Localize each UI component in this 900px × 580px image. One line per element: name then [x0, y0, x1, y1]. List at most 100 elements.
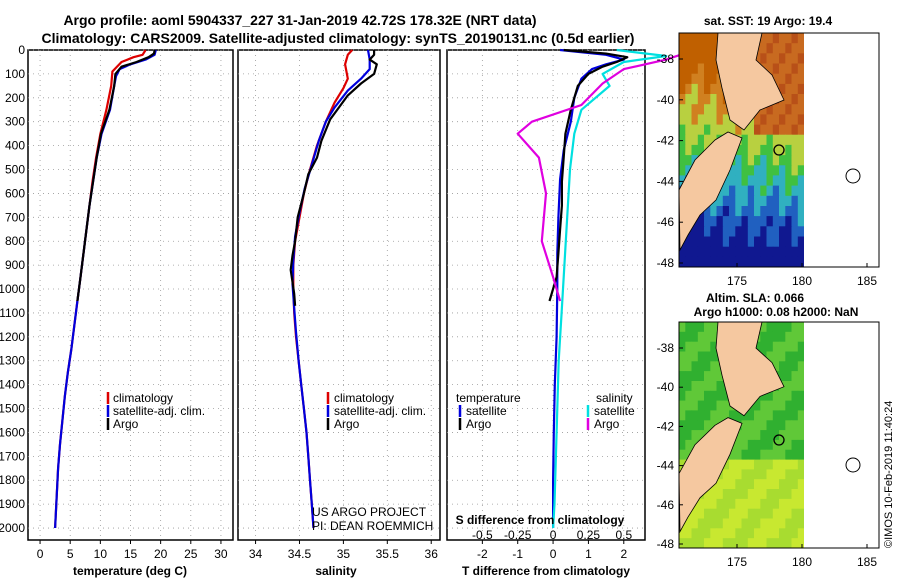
raster-cell [747, 246, 755, 258]
legend-s-argo: Argo [594, 417, 620, 431]
x-tick-label: 1 [585, 547, 592, 561]
raster-cell [797, 322, 805, 333]
raster-cell [747, 256, 755, 268]
raster-cell [679, 371, 686, 382]
raster-cell [710, 43, 718, 54]
raster-cell [710, 53, 718, 64]
raster-cell [779, 479, 786, 490]
depth-tick-label: 1600 [0, 425, 25, 439]
raster-cell [722, 498, 730, 510]
raster-cell [710, 528, 718, 539]
raster-cell [741, 246, 749, 258]
raster-cell [772, 469, 780, 480]
raster-cell [747, 508, 755, 519]
raster-cell [679, 430, 686, 441]
raster-cell [697, 134, 705, 146]
raster-cell [772, 459, 780, 470]
series-line-s-satellite [552, 48, 668, 529]
raster-cell [685, 449, 693, 460]
raster-cell [772, 256, 780, 268]
raster-cell [685, 518, 693, 529]
raster-cell [766, 341, 774, 352]
raster-cell [710, 33, 718, 44]
raster-cell [722, 175, 730, 187]
sst-map-title: sat. SST: 19 Argo: 19.4 [704, 14, 833, 28]
raster-cell [779, 498, 786, 510]
raster-cell [741, 489, 749, 500]
raster-cell [766, 528, 774, 539]
raster-cell [791, 83, 799, 95]
s-difference-ticks: -0.5 -0.25 0 0.25 0.5 [472, 528, 632, 542]
raster-cell [697, 538, 705, 549]
raster-cell [722, 124, 730, 136]
raster-cell [779, 43, 786, 54]
raster-cell [791, 538, 799, 549]
x-tick-label: 30 [214, 547, 228, 561]
raster-cell [797, 114, 805, 126]
raster-cell [772, 63, 780, 75]
sst-map-frame [678, 32, 880, 268]
raster-cell [772, 216, 780, 227]
raster-cell [704, 341, 711, 352]
raster-cell [760, 538, 768, 549]
raster-cell [797, 33, 805, 44]
raster-cell [797, 518, 805, 529]
legend-climatology: climatology [113, 391, 173, 405]
t-difference-ticks: -2 -1 0 1 2 [477, 540, 627, 561]
salinity-grid [238, 49, 440, 540]
raster-cell [766, 449, 774, 460]
raster-cell [766, 410, 774, 421]
s-tick-label: 0.25 [577, 528, 601, 542]
raster-cell [710, 341, 718, 352]
raster-cell [697, 53, 705, 64]
raster-cell [704, 322, 711, 333]
raster-cell [747, 498, 755, 510]
raster-cell [760, 341, 768, 352]
raster-cell [760, 400, 768, 411]
raster-cell [791, 469, 799, 480]
raster-cell [679, 43, 686, 54]
raster-cell [785, 479, 793, 490]
raster-cell [791, 43, 799, 54]
raster-cell [791, 73, 799, 85]
raster-cell [704, 206, 711, 217]
raster-cell [779, 351, 786, 362]
raster-cell [697, 361, 705, 372]
depth-tick-label: 200 [5, 91, 25, 105]
raster-cell [772, 489, 780, 500]
raster-cell [697, 226, 705, 237]
raster-cell [697, 518, 705, 529]
lat-tick-label: -46 [657, 215, 675, 229]
raster-cell [779, 469, 786, 480]
s-tick-label: -0.5 [472, 528, 493, 542]
raster-cell [760, 449, 768, 460]
raster-cell [791, 390, 799, 402]
raster-cell [766, 53, 774, 64]
raster-cell [741, 420, 749, 431]
legend-argo: Argo [334, 417, 360, 431]
raster-cell [735, 256, 743, 268]
raster-cell [779, 420, 786, 431]
raster-cell [691, 144, 699, 156]
sla-map-subtitle: Argo h1000: 0.08 h2000: NaN [694, 305, 859, 319]
raster-cell [729, 165, 736, 176]
raster-cell [747, 195, 755, 207]
raster-cell [797, 236, 805, 248]
raster-cell [797, 449, 805, 460]
legend-t-satellite: satellite [466, 404, 507, 418]
raster-cell [735, 449, 743, 460]
raster-cell [704, 256, 711, 268]
raster-cell [691, 73, 699, 85]
raster-cell [710, 236, 718, 248]
raster-cell [785, 341, 793, 352]
raster-cell [716, 256, 724, 268]
raster-cell [691, 322, 699, 333]
raster-cell [722, 206, 730, 217]
raster-cell [772, 33, 780, 44]
raster-cell [766, 33, 774, 44]
lon-tick-label: 175 [727, 274, 747, 288]
raster-cell [704, 216, 711, 227]
x-tick-label: 5 [67, 547, 74, 561]
raster-cell [704, 53, 711, 64]
raster-cell [785, 134, 793, 146]
